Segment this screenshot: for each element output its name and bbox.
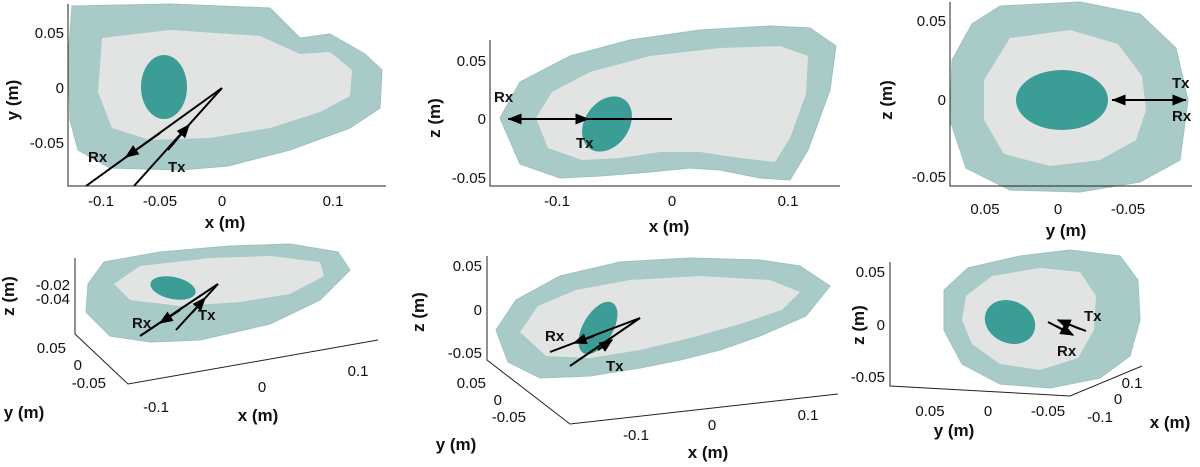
tumor-ellipse: [578, 301, 618, 355]
x-tick-label: 0: [668, 193, 676, 210]
x-tick-label: 0: [1054, 201, 1062, 218]
z-tick-label: 0: [474, 302, 482, 319]
tumor-ellipse: [141, 55, 187, 119]
tumor-ellipse: [582, 96, 632, 152]
panel-3d-view-2: Rx Tx 0.05 0 -0.05 z (m) 0.05 0 -0.05 y …: [409, 256, 839, 462]
panel-end-view: Tx Rx 0.05 0 -0.05 0.05 0 -0.05 y (m) z …: [877, 1, 1192, 240]
z-tick-label: 0: [877, 317, 885, 334]
y-tick-label: 0.05: [457, 375, 486, 392]
y-tick-label: 0.05: [35, 25, 64, 42]
x-tick-label: -0.1: [88, 193, 114, 210]
y-tick-label: -0.05: [72, 375, 106, 392]
y-tick-label: 0.05: [915, 403, 944, 420]
y-tick-label: 0: [938, 92, 946, 109]
axes-frame: [74, 258, 379, 385]
tumor-ellipse: [150, 276, 196, 300]
panel-top-view: Rx Tx 0.05 0 -0.05 -0.1 -0.05 0 0.1 x (m…: [3, 3, 386, 232]
y-tick-label: 0: [74, 357, 82, 374]
rx-label: Rx: [1172, 108, 1192, 125]
y-axis-label: z (m): [425, 98, 444, 138]
rx-arrowhead: [124, 132, 161, 158]
x-axis-label: x (m): [238, 406, 279, 425]
tx-label: Tx: [576, 135, 594, 152]
y-tick-label: -0.05: [30, 135, 64, 152]
rx-label: Rx: [132, 315, 152, 332]
tx-label: Tx: [606, 358, 624, 375]
rx-label: Rx: [88, 149, 108, 166]
x-tick-label: 0.1: [348, 363, 369, 380]
x-tick-label: -0.05: [1111, 201, 1145, 218]
rx-arrowhead: [572, 333, 595, 345]
y-tick-label: 0: [984, 403, 992, 420]
tx-label: Tx: [1084, 308, 1102, 325]
z-tick-label: -0.02: [36, 277, 70, 294]
y-tick-label: 0: [494, 392, 502, 409]
panel-3d-view-3: Tx Rx 0.05 0 -0.05 z (m) 0.05 0 -0.05 y …: [849, 249, 1191, 440]
axes-frame: [949, 2, 1192, 187]
tumor-ellipse: [1016, 70, 1108, 130]
z-tick-label: -0.05: [448, 345, 482, 362]
tx-arrowhead: [167, 123, 190, 151]
rx-arrowhead: [158, 309, 181, 324]
rx-label: Rx: [1057, 343, 1077, 360]
y-tick-label: 0: [478, 111, 486, 128]
y-tick-label: 0.05: [37, 340, 66, 357]
y-axis-label: y (m): [934, 421, 975, 440]
x-tick-label: -0.1: [1087, 409, 1113, 426]
x-tick-label: 0: [258, 379, 266, 396]
x-tick-label: -0.05: [143, 193, 177, 210]
rx-ray: [549, 317, 641, 353]
tumor-ellipse: [984, 300, 1036, 344]
z-axis-label: z (m): [409, 292, 428, 332]
z-tick-label: -0.04: [36, 291, 70, 308]
x-tick-label: -0.1: [544, 193, 570, 210]
axes-frame: [889, 262, 1143, 397]
y-tick-label: -0.05: [1031, 403, 1065, 420]
y-tick-label: -0.05: [452, 170, 486, 187]
x-axis-label: y (m): [1046, 221, 1087, 240]
y-tick-label: 0: [56, 80, 64, 97]
axes-frame: [67, 4, 386, 187]
x-tick-label: 0.1: [778, 193, 799, 210]
y-tick-label: 0.05: [457, 53, 486, 70]
tx-label: Tx: [198, 307, 216, 324]
y-axis-label: y (m): [4, 403, 45, 422]
x-tick-label: 0.1: [323, 193, 344, 210]
y-axis-label: y (m): [3, 80, 22, 121]
x-tick-label: 0.05: [970, 201, 999, 218]
y-tick-label: -0.05: [912, 169, 946, 186]
tx-label: Tx: [168, 159, 186, 176]
axes-frame: [486, 256, 839, 425]
rx-arrowhead: [1055, 324, 1075, 336]
y-axis-label: y (m): [436, 435, 477, 454]
y-tick-label: 0.05: [917, 13, 946, 30]
z-tick-label: -0.05: [851, 369, 885, 386]
x-tick-label: -0.1: [143, 399, 169, 416]
x-tick-label: -0.1: [623, 427, 649, 444]
x-tick-label: 0: [218, 193, 226, 210]
y-tick-label: -0.05: [492, 409, 526, 426]
z-axis-label: z (m): [849, 305, 868, 345]
x-axis-label: x (m): [688, 443, 729, 462]
tx-arrowhead: [191, 296, 206, 314]
y-axis-label: z (m): [877, 80, 896, 120]
x-tick-label: 0.1: [798, 407, 819, 424]
tx-arrowhead: [597, 339, 614, 352]
tx-label: Tx: [1172, 75, 1190, 92]
x-axis-label: x (m): [649, 217, 690, 236]
x-tick-label: 0: [708, 417, 716, 434]
rx-label: Rx: [494, 89, 514, 106]
panel-3d-view-1: Rx Tx -0.02 -0.04 z (m) 0.05 0 -0.05 y (…: [0, 243, 379, 425]
panel-side-view: Rx Tx 0.05 0 -0.05 -0.1 0 0.1 x (m) z (m…: [425, 25, 840, 236]
x-axis-label: x (m): [205, 213, 246, 232]
z-axis-label: z (m): [0, 276, 18, 316]
axes-frame: [489, 40, 840, 187]
x-axis-label: x (m): [1150, 413, 1191, 432]
x-tick-label: 0: [1114, 391, 1122, 408]
rx-label: Rx: [545, 328, 565, 345]
x-tick-label: 0.1: [1122, 375, 1143, 392]
z-tick-label: 0.05: [453, 258, 482, 275]
z-tick-label: 0.05: [856, 264, 885, 281]
